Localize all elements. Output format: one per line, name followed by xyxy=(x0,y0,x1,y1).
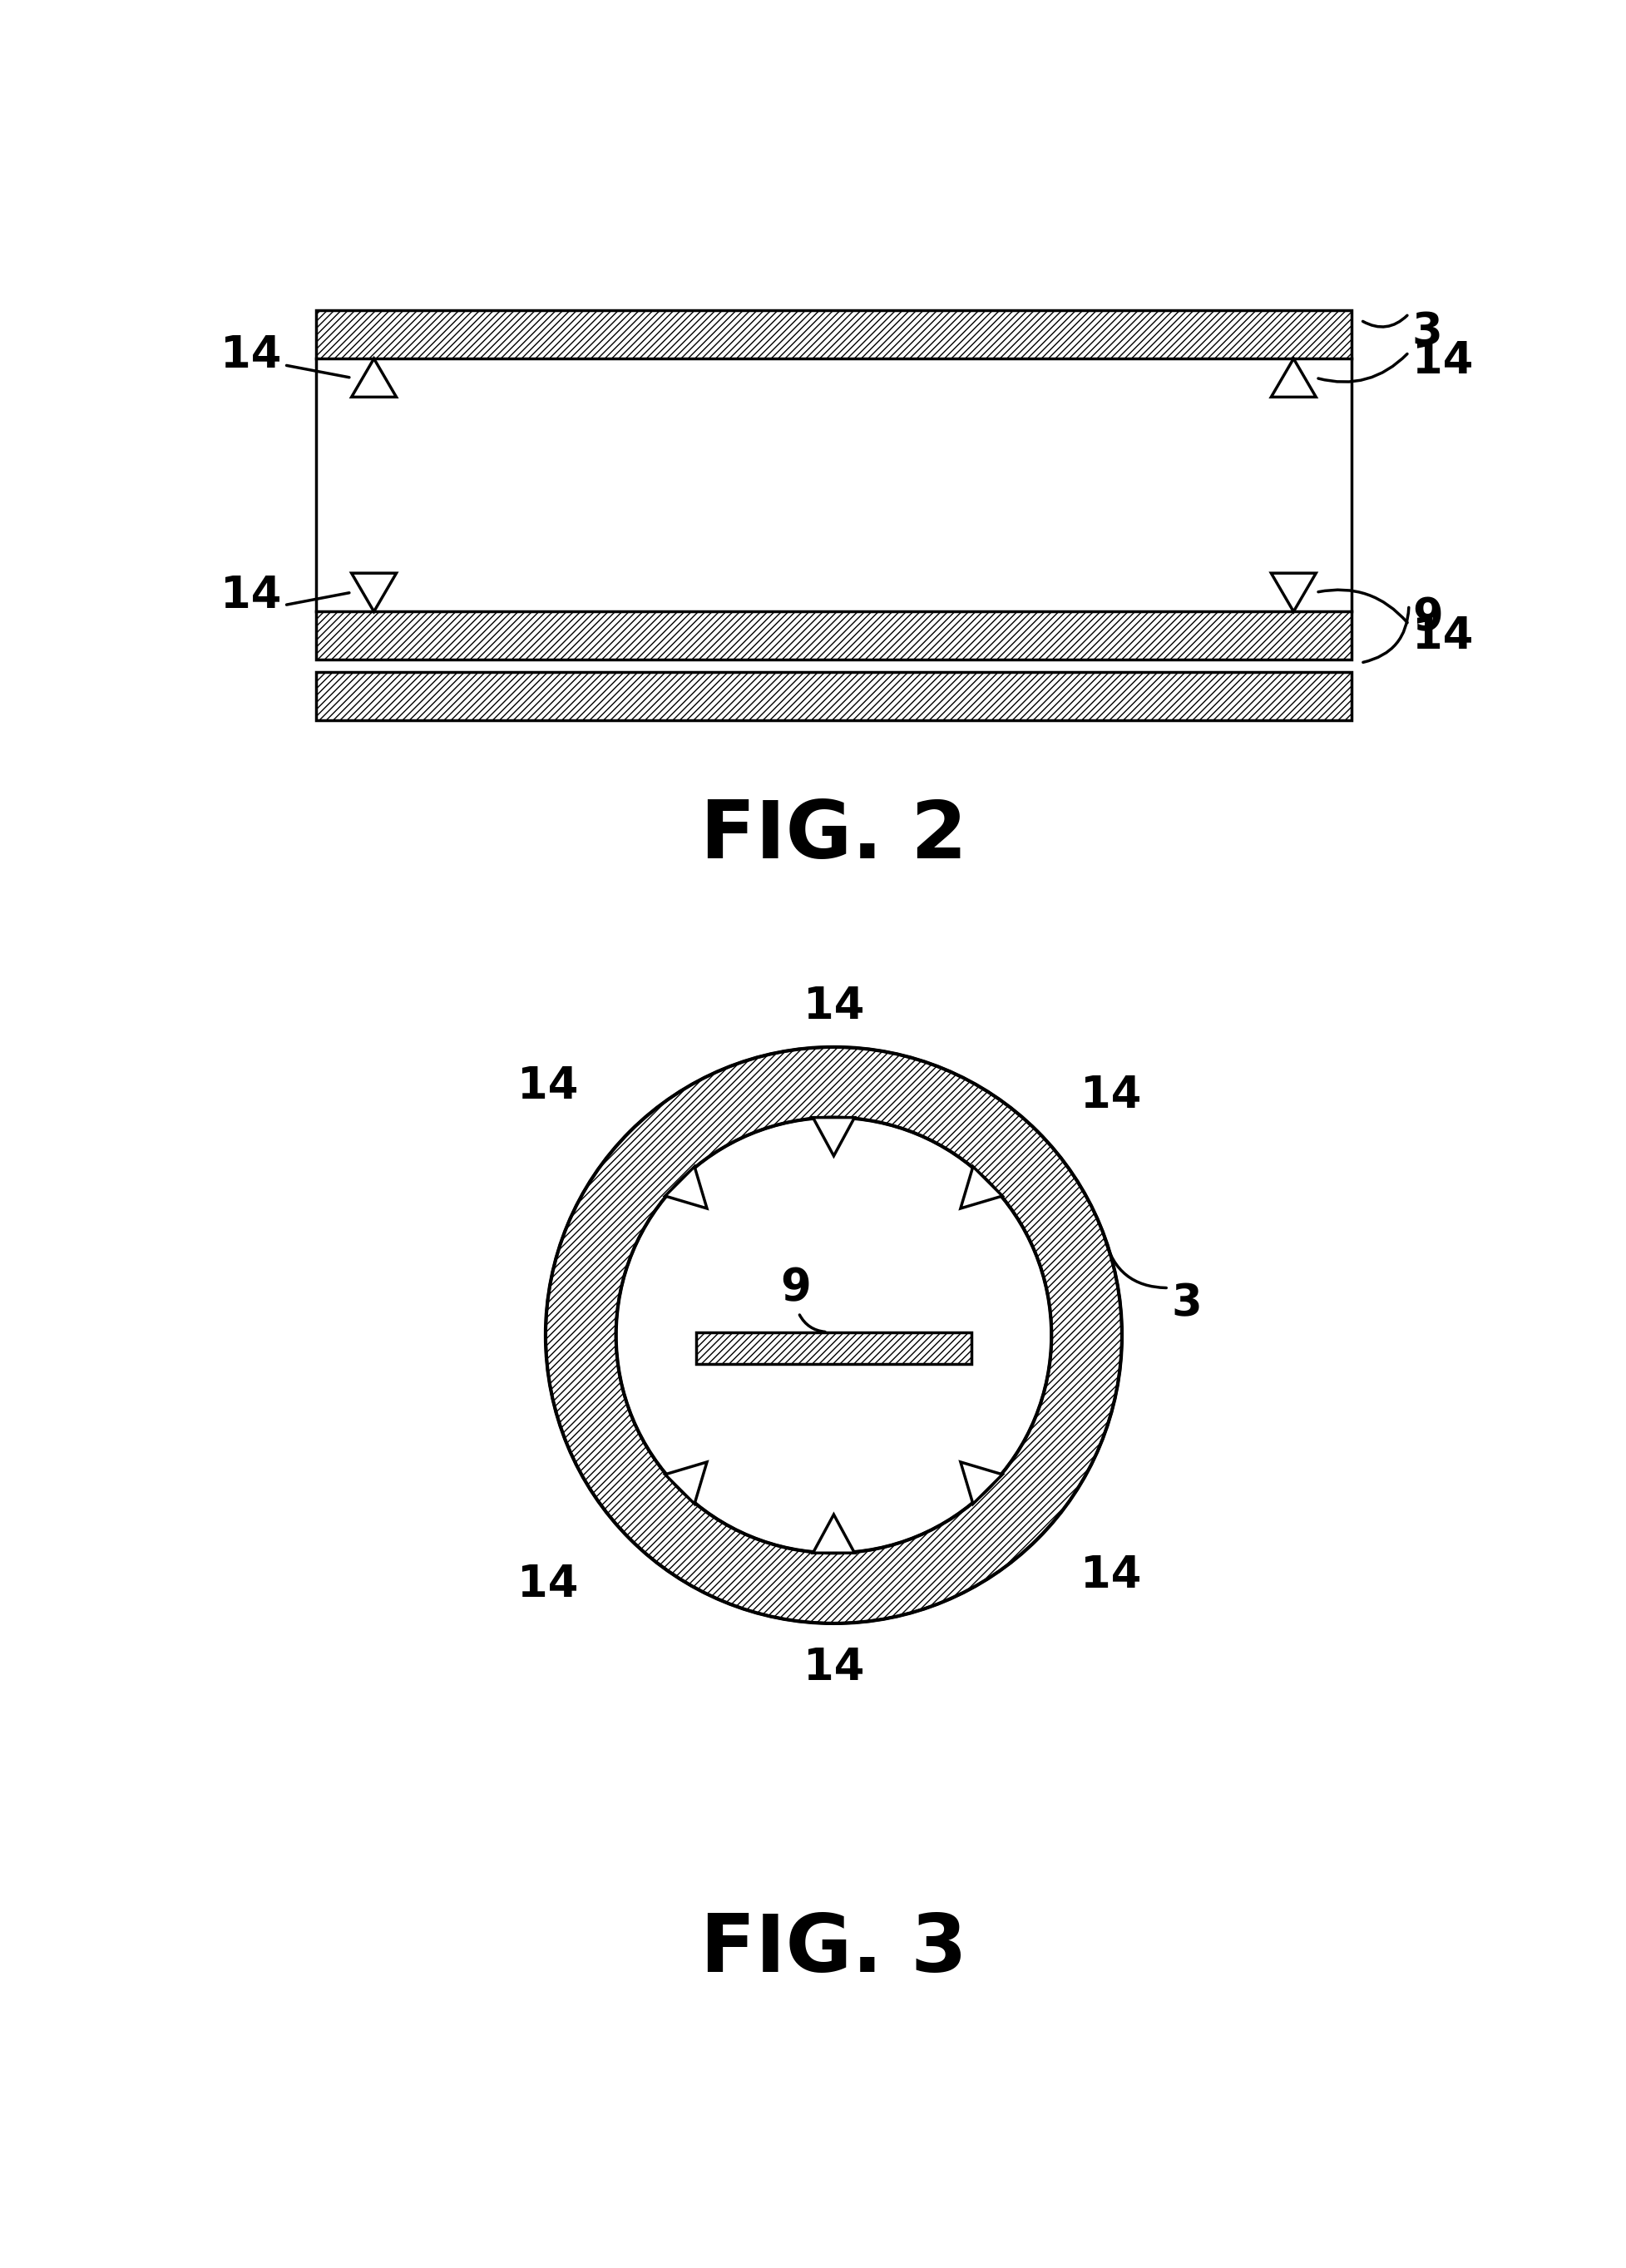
Bar xyxy=(315,311,1351,358)
Text: 14: 14 xyxy=(517,1563,577,1606)
Text: 14: 14 xyxy=(1411,340,1472,383)
Bar xyxy=(315,671,1351,721)
Text: 3: 3 xyxy=(1411,311,1442,354)
Text: FIG. 2: FIG. 2 xyxy=(699,798,967,875)
Polygon shape xyxy=(351,574,397,612)
Polygon shape xyxy=(1270,358,1315,397)
Bar xyxy=(315,311,1351,358)
Wedge shape xyxy=(545,1048,1122,1624)
Bar xyxy=(696,1331,971,1363)
Polygon shape xyxy=(1270,574,1315,612)
Bar xyxy=(696,1331,971,1363)
Bar xyxy=(315,612,1351,660)
Text: 14: 14 xyxy=(1080,1073,1140,1116)
Text: 14: 14 xyxy=(803,984,863,1027)
Bar xyxy=(315,671,1351,721)
Text: 9: 9 xyxy=(1411,596,1442,640)
Text: 3: 3 xyxy=(1171,1281,1202,1325)
Text: 9: 9 xyxy=(779,1266,810,1309)
Polygon shape xyxy=(351,358,397,397)
Polygon shape xyxy=(665,1463,707,1504)
Polygon shape xyxy=(813,1118,854,1157)
Text: 14: 14 xyxy=(803,1647,863,1690)
Text: 14: 14 xyxy=(1080,1554,1140,1597)
Polygon shape xyxy=(959,1463,1002,1504)
Text: 14: 14 xyxy=(517,1064,577,1107)
Polygon shape xyxy=(959,1166,1002,1209)
Polygon shape xyxy=(665,1166,707,1209)
Text: FIG. 3: FIG. 3 xyxy=(701,1912,966,1989)
Polygon shape xyxy=(813,1515,854,1554)
Text: 14: 14 xyxy=(1411,615,1472,658)
Text: 14: 14 xyxy=(220,333,281,376)
Bar xyxy=(315,612,1351,660)
Text: 14: 14 xyxy=(220,574,281,617)
